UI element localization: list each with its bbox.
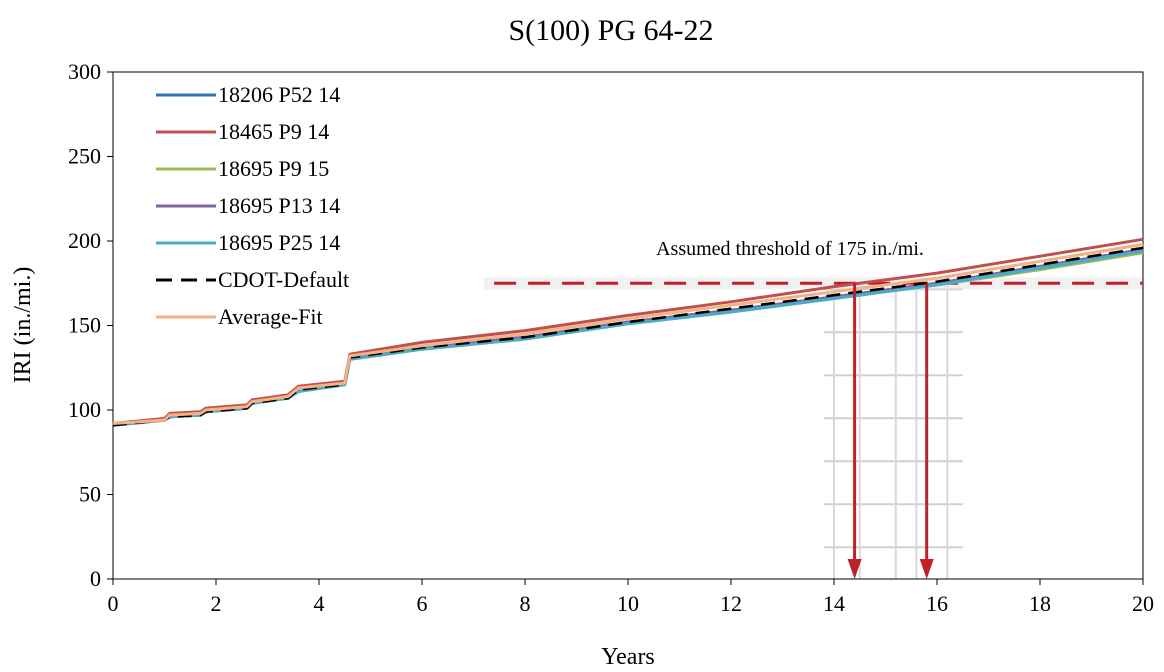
series-line [112,246,1144,427]
legend-label: 18206 P52 14 [218,82,340,107]
legend-label: 18695 P9 15 [218,156,329,181]
series-group [112,237,1144,427]
y-tick-label: 0 [90,566,101,591]
x-tick-label: 12 [720,591,742,616]
x-tick-label: 8 [520,591,531,616]
x-tick-label: 20 [1132,591,1154,616]
x-tick-label: 0 [108,591,119,616]
y-tick-label: 50 [79,482,101,507]
legend-label: CDOT-Default [218,267,349,292]
x-tick-label: 16 [926,591,948,616]
x-tick-label: 10 [617,591,639,616]
x-tick-label: 2 [211,591,222,616]
legend-label: 18695 P13 14 [218,193,340,218]
x-tick-label: 14 [823,591,845,616]
y-tick-label: 150 [68,313,101,338]
legend-label: 18465 P9 14 [218,119,329,144]
legend-label: Average-Fit [218,304,323,329]
y-tick-label: 250 [68,144,101,169]
x-axis-ticks: 0 2 4 6 8 10 12 14 16 18 20 [108,579,1154,616]
x-tick-label: 6 [417,591,428,616]
threshold-label: Assumed threshold of 175 in./mi. [656,238,924,260]
y-axis-title: IRI (in./mi.) [10,267,36,384]
y-tick-label: 200 [68,228,101,253]
arrow-head [919,559,934,579]
x-axis-title: Years [601,644,655,670]
x-tick-label: 18 [1029,591,1051,616]
x-tick-label: 4 [314,591,325,616]
y-axis-ticks: 0 50 100 150 200 250 300 [68,59,113,591]
y-tick-label: 100 [68,397,101,422]
legend: 18206 P52 14 18465 P9 14 18695 P9 15 18695 … [156,82,349,329]
series-line [112,242,1144,425]
legend-label: 18695 P25 14 [218,230,340,255]
y-tick-label: 300 [68,59,101,84]
chart-title: S(100) PG 64-22 [508,14,713,47]
arrows-group [847,283,934,579]
arrow-head [847,559,862,579]
